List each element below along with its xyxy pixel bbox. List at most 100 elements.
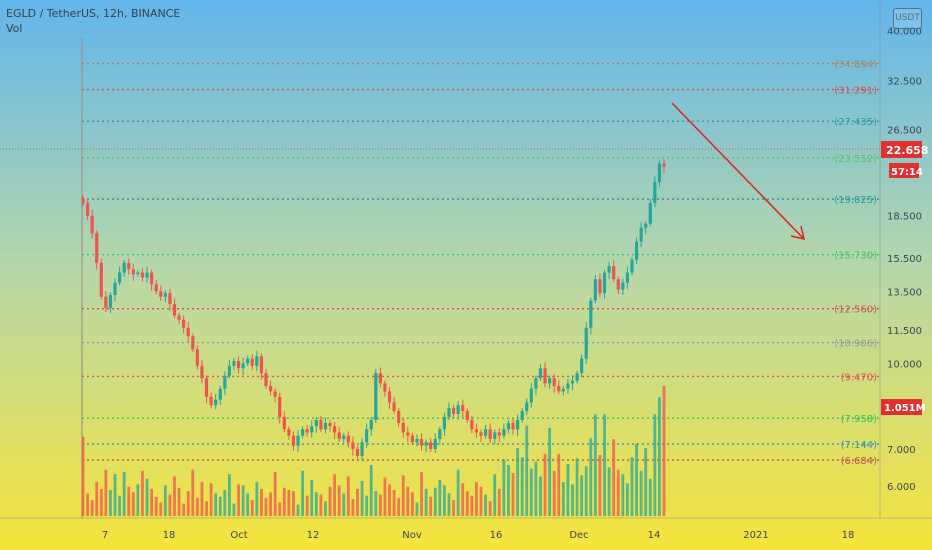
volume-bar — [438, 479, 442, 516]
candle-body — [287, 429, 291, 436]
currency-button[interactable]: USDT — [893, 8, 922, 29]
volume-bar — [237, 484, 240, 516]
volume-bar — [255, 482, 259, 516]
time-axis: 7 18 Oct 12 Nov 16 Dec 14 2021 18 — [102, 530, 855, 541]
candle-body — [392, 402, 396, 412]
volume-bar — [392, 490, 396, 516]
volume-bars — [81, 386, 666, 516]
candle-body — [506, 423, 511, 430]
candle-body — [104, 296, 108, 308]
candle-body — [397, 411, 401, 424]
time-tick-label: 18 — [842, 530, 855, 541]
volume-bar — [81, 436, 85, 516]
fib-level-label: (27.435) — [834, 117, 877, 128]
candle-body — [209, 396, 213, 406]
volume-bar — [319, 494, 323, 516]
candle-body — [511, 423, 515, 430]
current-price-badge — [881, 141, 922, 158]
volume-bar — [461, 483, 465, 516]
symbol-title[interactable]: EGLD / TetherUS, 12h, BINANCE — [6, 7, 181, 20]
price-tick-label: 18.500 — [887, 212, 922, 223]
candle-body — [81, 198, 85, 204]
volume-bar — [200, 482, 204, 516]
candle-body — [127, 262, 131, 270]
time-tick-label: 16 — [490, 530, 503, 541]
volume-bar — [580, 475, 584, 516]
volume-bar — [264, 497, 268, 516]
candle-body — [177, 315, 181, 320]
volume-indicator-label[interactable]: Vol — [6, 22, 23, 35]
volume-bar — [342, 493, 346, 516]
candle-body — [451, 408, 456, 414]
volume-bar — [246, 493, 250, 516]
candle-body — [113, 282, 117, 295]
volume-bar — [502, 459, 506, 516]
fib-level-label: (31.291) — [834, 86, 877, 97]
candle-body — [470, 419, 474, 430]
volume-bar — [337, 485, 341, 516]
volume-bar — [241, 485, 245, 516]
candle-body — [561, 388, 565, 392]
time-tick-label: 12 — [307, 530, 320, 541]
volume-bar — [557, 453, 561, 516]
candle-body — [639, 227, 643, 242]
volume-badge — [881, 399, 922, 415]
candle-body — [616, 279, 620, 290]
candle-body — [575, 373, 579, 381]
candle-body — [333, 426, 337, 433]
price-tick-label: 11.500 — [887, 326, 922, 337]
candle-body — [607, 266, 611, 273]
volume-bar — [552, 470, 556, 516]
fib-level-label: (10.906) — [834, 339, 877, 350]
volume-bar — [561, 482, 565, 516]
volume-bar — [113, 474, 117, 516]
candle-body — [168, 293, 172, 305]
candle-body — [552, 378, 556, 387]
candle-body — [625, 272, 630, 283]
candle-body — [424, 442, 428, 446]
fib-level-label: (7.144) — [841, 440, 878, 451]
price-tick-label: 15.500 — [887, 254, 922, 265]
fib-levels: (34.894) (31.291) (27.435) (23.552) (19.825)… — [81, 38, 880, 518]
candle-body — [474, 429, 479, 433]
candle-body — [131, 269, 135, 275]
volume-bar — [223, 490, 227, 516]
volume-bar — [374, 491, 378, 516]
volume-bar — [269, 492, 272, 516]
candle-body — [351, 442, 355, 449]
volume-bar — [497, 488, 501, 516]
candle-body — [122, 262, 126, 273]
candle-body — [634, 241, 639, 260]
volume-bar — [543, 453, 547, 516]
candle-body — [319, 419, 323, 430]
candle-body — [557, 386, 561, 392]
candle-body — [182, 319, 186, 328]
candle-body — [598, 279, 602, 294]
volume-bar — [278, 502, 282, 516]
countdown-label: 57:14 — [891, 167, 923, 178]
candle-body — [99, 262, 103, 297]
candle-body — [419, 438, 424, 446]
candle-body — [566, 383, 570, 389]
candle-body — [346, 435, 350, 443]
candle-body — [328, 423, 332, 427]
candle-body — [150, 272, 154, 285]
projection-arrow-head — [790, 225, 806, 241]
volume-bar — [607, 467, 611, 516]
candle-body — [461, 405, 465, 412]
fib-level-label: (9.470) — [841, 372, 878, 383]
volume-bar — [630, 457, 634, 516]
candle-body — [241, 363, 245, 369]
volume-bar — [218, 496, 222, 516]
candle-body — [223, 375, 227, 389]
volume-bar — [314, 492, 318, 516]
candle-body — [442, 416, 447, 430]
candle-body — [360, 442, 364, 456]
volume-bar — [195, 497, 199, 516]
price-tick-label: 13.500 — [887, 287, 922, 298]
volume-bar — [589, 438, 593, 516]
volume-bar — [644, 448, 648, 516]
candle-body — [214, 399, 218, 406]
